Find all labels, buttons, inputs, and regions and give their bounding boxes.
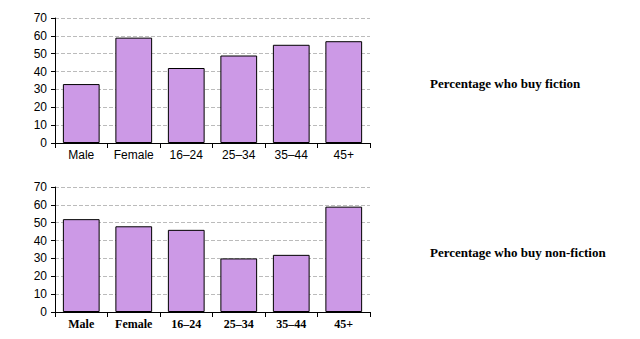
svg-text:Female: Female: [114, 148, 154, 162]
svg-text:30: 30: [34, 82, 48, 96]
svg-text:10: 10: [34, 287, 48, 301]
svg-text:10: 10: [34, 118, 48, 132]
svg-text:35–44: 35–44: [276, 317, 306, 331]
svg-text:20: 20: [34, 269, 48, 283]
svg-text:45+: 45+: [334, 148, 354, 162]
svg-text:40: 40: [34, 234, 48, 248]
svg-text:70: 70: [34, 180, 48, 194]
svg-text:25–34: 25–34: [222, 148, 256, 162]
svg-text:30: 30: [34, 251, 48, 265]
svg-text:16–24: 16–24: [170, 148, 204, 162]
svg-text:0: 0: [40, 136, 47, 150]
svg-text:50: 50: [34, 47, 48, 61]
svg-text:20: 20: [34, 100, 48, 114]
svg-text:60: 60: [34, 198, 48, 212]
svg-text:70: 70: [34, 11, 48, 25]
svg-text:Male: Male: [68, 148, 94, 162]
svg-text:16–24: 16–24: [171, 317, 201, 331]
svg-text:0: 0: [40, 305, 47, 319]
svg-text:35–44: 35–44: [275, 148, 309, 162]
svg-text:Male: Male: [68, 317, 95, 331]
svg-text:Female: Female: [115, 317, 153, 331]
svg-text:40: 40: [34, 65, 48, 79]
svg-text:50: 50: [34, 216, 48, 230]
svg-text:45+: 45+: [334, 317, 353, 331]
svg-text:60: 60: [34, 29, 48, 43]
svg-text:25–34: 25–34: [224, 317, 254, 331]
svg-text:Percentage who buy fiction: Percentage who buy fiction: [430, 76, 581, 91]
svg-text:Percentage who buy non-fiction: Percentage who buy non-fiction: [430, 245, 606, 260]
